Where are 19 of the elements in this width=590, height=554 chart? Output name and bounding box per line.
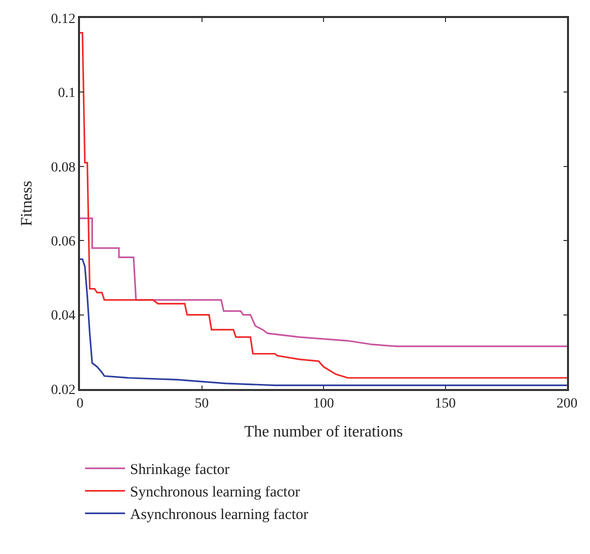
y-tick-label: 0.02 bbox=[50, 382, 76, 398]
y-axis-title: Fitness bbox=[18, 180, 36, 226]
line-series bbox=[80, 258, 567, 386]
legend-label: Shrinkage factor bbox=[130, 462, 230, 478]
y-tick-label: 0.08 bbox=[50, 160, 76, 176]
y-tick-label: 0.1 bbox=[58, 86, 76, 102]
y-tick-label: 0.06 bbox=[50, 234, 76, 250]
y-tick-label: 0.04 bbox=[50, 308, 76, 324]
x-tick-label: 50 bbox=[194, 396, 209, 412]
y-tick-label: 0.12 bbox=[50, 12, 76, 27]
x-axis-title: The number of iterations bbox=[244, 424, 403, 441]
legend-label: Asynchronous learning factor bbox=[130, 507, 308, 524]
x-tick-label: 0 bbox=[76, 396, 84, 412]
x-tick-label: 200 bbox=[556, 396, 578, 412]
x-tick-label: 150 bbox=[434, 396, 456, 412]
legend-label: Synchronous learning factor bbox=[130, 484, 300, 501]
x-tick-label: 100 bbox=[313, 396, 334, 412]
line-series bbox=[80, 32, 567, 379]
line-series bbox=[80, 218, 567, 348]
